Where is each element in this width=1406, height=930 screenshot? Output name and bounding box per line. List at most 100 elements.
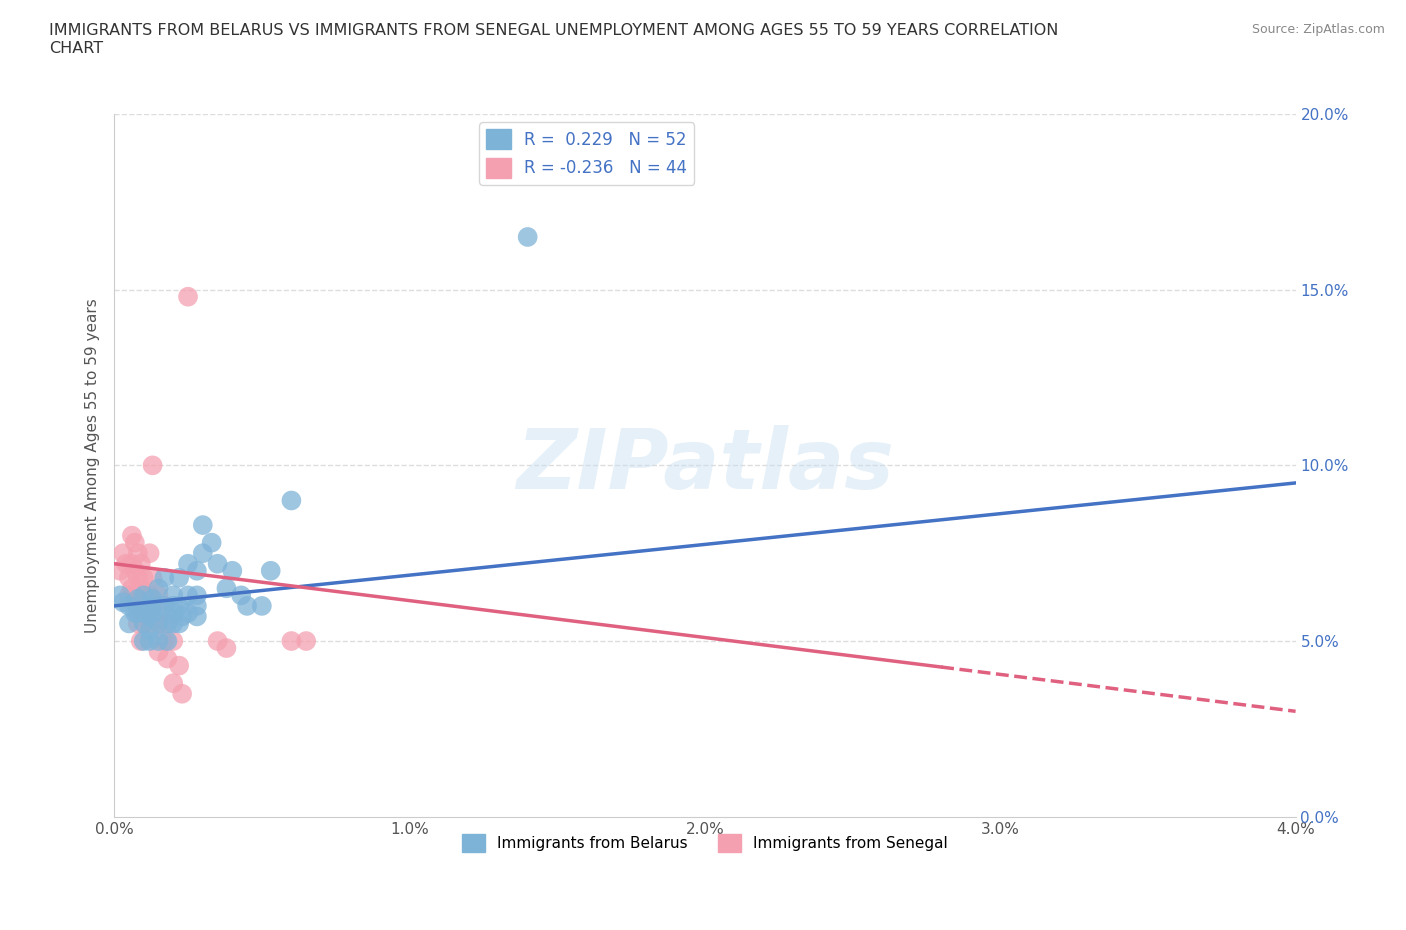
Point xyxy=(108,564,131,578)
Point xyxy=(186,599,208,614)
Point xyxy=(127,591,149,606)
Point xyxy=(167,599,190,614)
Point xyxy=(191,518,214,533)
Point xyxy=(132,616,155,631)
Point xyxy=(177,588,200,603)
Point xyxy=(148,633,170,648)
Point xyxy=(118,616,141,631)
Point xyxy=(118,570,141,585)
Point xyxy=(221,564,243,578)
Point xyxy=(124,588,146,603)
Point xyxy=(121,528,143,543)
Point xyxy=(153,599,176,614)
Point xyxy=(167,570,190,585)
Point xyxy=(153,599,176,614)
Point xyxy=(186,609,208,624)
Point xyxy=(124,535,146,550)
Point xyxy=(108,588,131,603)
Point xyxy=(236,599,259,614)
Point xyxy=(127,616,149,631)
Point xyxy=(516,230,538,245)
Point xyxy=(177,605,200,620)
Point xyxy=(148,616,170,631)
Point xyxy=(186,588,208,603)
Point xyxy=(177,289,200,304)
Point xyxy=(207,556,229,571)
Point xyxy=(167,658,190,673)
Point xyxy=(156,616,179,631)
Point xyxy=(162,616,184,631)
Point xyxy=(112,595,135,610)
Point xyxy=(129,556,152,571)
Point xyxy=(132,633,155,648)
Point xyxy=(127,599,149,614)
Point xyxy=(231,588,253,603)
Point xyxy=(138,546,160,561)
Point xyxy=(138,599,160,614)
Text: Source: ZipAtlas.com: Source: ZipAtlas.com xyxy=(1251,23,1385,36)
Point xyxy=(215,641,238,656)
Point xyxy=(172,686,194,701)
Point xyxy=(153,570,176,585)
Point xyxy=(118,599,141,614)
Point xyxy=(260,564,283,578)
Point xyxy=(148,616,170,631)
Point xyxy=(142,458,165,472)
Point xyxy=(112,546,135,561)
Point xyxy=(156,633,179,648)
Point xyxy=(142,570,165,585)
Point xyxy=(132,570,155,585)
Point xyxy=(162,676,184,691)
Point xyxy=(121,581,143,596)
Point xyxy=(156,651,179,666)
Point xyxy=(148,588,170,603)
Y-axis label: Unemployment Among Ages 55 to 59 years: Unemployment Among Ages 55 to 59 years xyxy=(86,298,100,632)
Point xyxy=(148,599,170,614)
Point xyxy=(156,616,179,631)
Point xyxy=(280,493,302,508)
Point xyxy=(132,616,155,631)
Point xyxy=(142,599,165,614)
Point xyxy=(138,588,160,603)
Point xyxy=(250,599,273,614)
Point xyxy=(124,605,146,620)
Point xyxy=(162,605,184,620)
Point xyxy=(207,633,229,648)
Point xyxy=(129,605,152,620)
Point xyxy=(127,605,149,620)
Point xyxy=(132,605,155,620)
Point xyxy=(162,599,184,614)
Point xyxy=(138,616,160,631)
Point xyxy=(142,591,165,606)
Point xyxy=(191,546,214,561)
Point xyxy=(121,556,143,571)
Point xyxy=(129,581,152,596)
Point xyxy=(162,633,184,648)
Text: IMMIGRANTS FROM BELARUS VS IMMIGRANTS FROM SENEGAL UNEMPLOYMENT AMONG AGES 55 TO: IMMIGRANTS FROM BELARUS VS IMMIGRANTS FR… xyxy=(49,23,1059,56)
Point xyxy=(177,556,200,571)
Point xyxy=(127,570,149,585)
Text: ZIPatlas: ZIPatlas xyxy=(516,425,894,506)
Point xyxy=(138,623,160,638)
Point xyxy=(201,535,224,550)
Point xyxy=(162,588,184,603)
Point xyxy=(132,599,155,614)
Point xyxy=(186,564,208,578)
Point xyxy=(295,633,318,648)
Point xyxy=(127,546,149,561)
Point xyxy=(118,588,141,603)
Point xyxy=(142,605,165,620)
Point xyxy=(132,588,155,603)
Point xyxy=(172,609,194,624)
Point xyxy=(215,581,238,596)
Point xyxy=(148,581,170,596)
Point xyxy=(148,644,170,659)
Point xyxy=(115,556,138,571)
Point xyxy=(153,633,176,648)
Point xyxy=(124,564,146,578)
Point xyxy=(138,609,160,624)
Point xyxy=(280,633,302,648)
Point xyxy=(129,633,152,648)
Legend: Immigrants from Belarus, Immigrants from Senegal: Immigrants from Belarus, Immigrants from… xyxy=(456,828,955,858)
Point xyxy=(167,616,190,631)
